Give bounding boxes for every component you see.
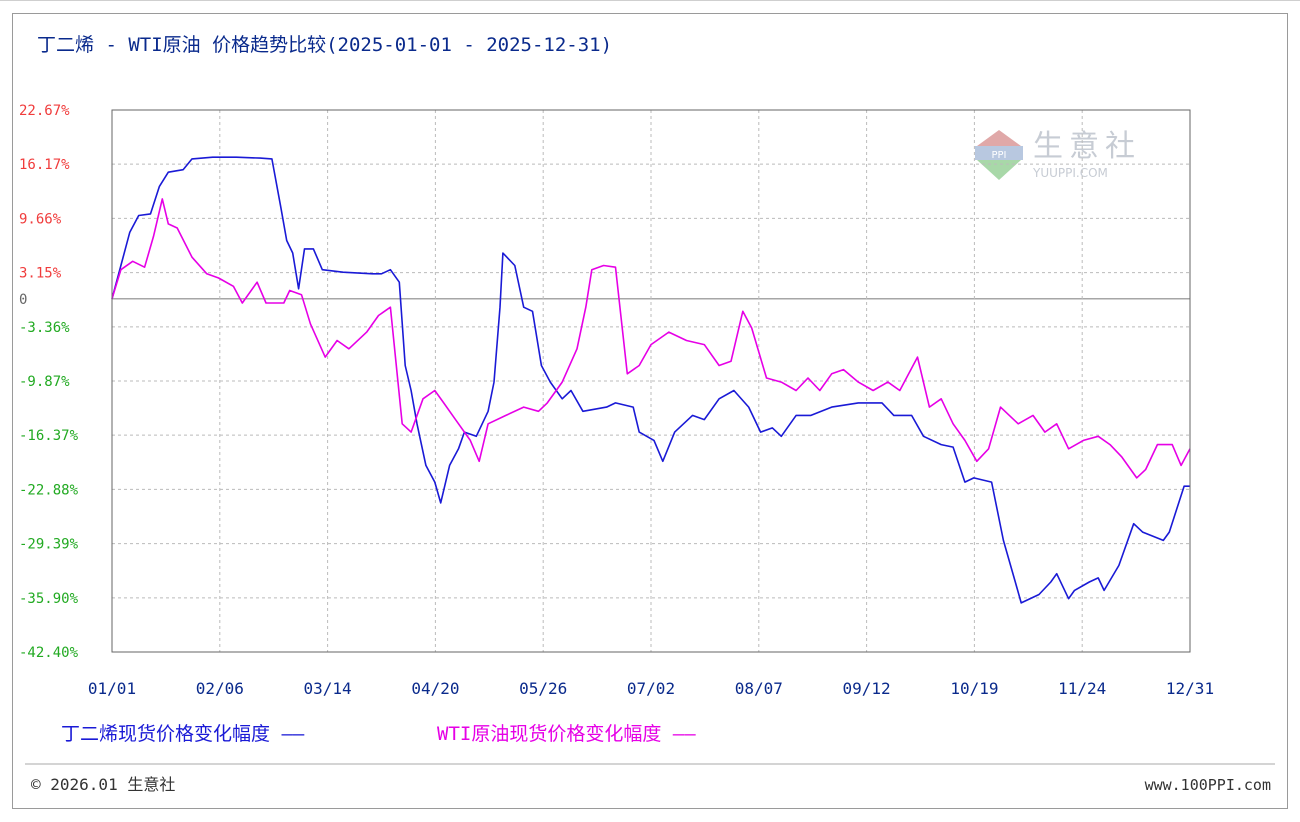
y-tick-label: 0: [19, 292, 27, 308]
y-tick-label: 3.15%: [19, 266, 62, 282]
footer-copyright: © 2026.01 生意社: [31, 775, 175, 794]
x-tick-label: 01/01: [88, 679, 136, 698]
legend-item-wti: WTI原油现货价格变化幅度 ——: [437, 723, 696, 745]
x-tick-label: 08/07: [735, 679, 783, 698]
legend-item-butadiene: 丁二烯现货价格变化幅度 ——: [61, 723, 305, 745]
y-tick-label: -9.87%: [19, 374, 70, 390]
x-tick-label: 05/26: [519, 679, 567, 698]
y-tick-label: 22.67%: [19, 103, 70, 119]
x-tick-label: 11/24: [1058, 679, 1106, 698]
y-tick-label: -16.37%: [19, 428, 79, 444]
y-tick-label: -22.88%: [19, 482, 79, 498]
chart-card: 丁二烯 - WTI原油 价格趋势比较(2025-01-01 - 2025-12-…: [12, 13, 1288, 809]
series-line-butadiene: [111, 156, 1190, 604]
watermark-logo: PPI: [975, 130, 1023, 180]
y-tick-label: 9.66%: [19, 211, 62, 227]
watermark: PPI 生意社 YUUPPI.COM: [975, 129, 1141, 180]
x-tick-label: 07/02: [627, 679, 675, 698]
legend: 丁二烯现货价格变化幅度 —— WTI原油现货价格变化幅度 ——: [61, 723, 696, 745]
footer-website: www.100PPI.com: [1145, 776, 1271, 794]
y-tick-label: -42.40%: [19, 645, 79, 661]
x-tick-label: 02/06: [196, 679, 244, 698]
x-tick-label: 12/31: [1166, 679, 1214, 698]
y-tick-label: 16.17%: [19, 157, 70, 173]
y-tick-label: -35.90%: [19, 591, 79, 607]
plot-area-border: [111, 109, 1191, 653]
grid: [112, 109, 1190, 653]
x-tick-label: 09/12: [843, 679, 891, 698]
watermark-text: 生意社: [1033, 129, 1141, 164]
series-line-wti: [111, 198, 1191, 479]
x-axis-ticks: 01/01 02/06 03/14 04/20 05/26 07/02 08/07 09/12…: [88, 679, 1214, 698]
plot-border: [111, 109, 1191, 653]
series-lines: [111, 156, 1191, 604]
chart-title: 丁二烯 - WTI原油 价格趋势比较(2025-01-01 - 2025-12-…: [37, 34, 612, 56]
watermark-subtext: YUUPPI.COM: [1032, 166, 1108, 180]
y-axis-ticks: 22.67% 16.17% 9.66% 3.15% 0 -3.36% -9.87% -16.3…: [19, 103, 79, 661]
x-tick-label: 03/14: [304, 679, 352, 698]
x-tick-label: 10/19: [950, 679, 998, 698]
price-trend-chart: 丁二烯 - WTI原油 价格趋势比较(2025-01-01 - 2025-12-…: [19, 34, 1275, 794]
y-tick-label: -29.39%: [19, 537, 79, 553]
watermark-logo-text: PPI: [991, 150, 1006, 161]
y-tick-label: -3.36%: [19, 320, 70, 336]
x-tick-label: 04/20: [411, 679, 459, 698]
